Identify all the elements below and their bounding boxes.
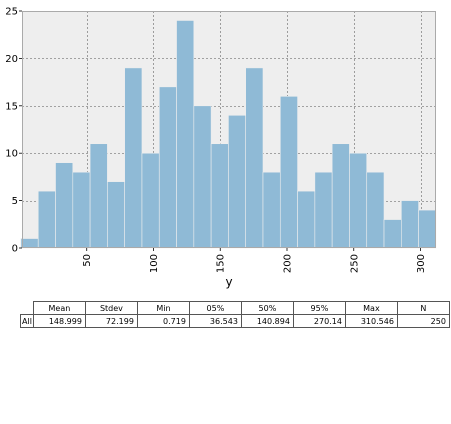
histogram-bar (349, 153, 366, 248)
x-tick-label: 200 (282, 254, 293, 273)
x-tick-label: 250 (349, 254, 360, 273)
histogram-bar (90, 144, 107, 248)
stats-header-p50: 50% (241, 302, 293, 315)
stats-cell-p95: 270.14 (293, 315, 345, 328)
histogram-bar (125, 68, 142, 248)
histogram-bar (56, 163, 73, 248)
y-tick-label: 10 (5, 149, 18, 160)
y-tick-label: 20 (5, 54, 18, 65)
histogram-bar (315, 172, 332, 248)
histogram-bar (73, 172, 90, 248)
stats-cell-p05: 36.543 (189, 315, 241, 328)
stats-header-min: Min (137, 302, 189, 315)
y-tick-label: 0 (12, 244, 18, 255)
histogram-bar (419, 210, 436, 248)
x-tick-label: 300 (416, 254, 427, 273)
histogram-bar (107, 182, 124, 248)
stats-cell-p50: 140.894 (241, 315, 293, 328)
histogram-bar (177, 20, 194, 248)
stats-header-row: Mean Stdev Min 05% 50% 95% Max N (21, 302, 450, 315)
stats-header-stdev: Stdev (85, 302, 137, 315)
stats-cell-min: 0.719 (137, 315, 189, 328)
histogram-bar (142, 153, 159, 248)
histogram-bar (401, 201, 418, 248)
histogram-bar (38, 191, 55, 248)
x-tick-label: 150 (216, 254, 227, 273)
histogram-bar (298, 191, 315, 248)
y-tick-label: 15 (5, 101, 18, 112)
stats-cell-mean: 148.999 (33, 315, 85, 328)
histogram-bar (367, 172, 384, 248)
stats-cell-max: 310.546 (345, 315, 397, 328)
x-tick-label: 100 (149, 254, 160, 273)
y-tick-label: 25 (5, 7, 18, 18)
y-axis: 0 5 10 15 20 25 (5, 7, 22, 255)
histogram-bar (280, 96, 297, 248)
histogram-bar (246, 68, 263, 248)
histogram-chart: 50 100 150 200 250 300 0 5 10 15 20 25 y (0, 0, 451, 295)
stats-cell-n: 250 (397, 315, 449, 328)
histogram-bar (332, 144, 349, 248)
stats-corner-cell (21, 302, 34, 315)
histogram-bar (211, 144, 228, 248)
histogram-bar (384, 220, 401, 248)
x-axis-label: y (225, 275, 232, 289)
stats-row-all: All 148.999 72.199 0.719 36.543 140.894 … (21, 315, 450, 328)
stats-header-p95: 95% (293, 302, 345, 315)
histogram-bar (263, 172, 280, 248)
histogram-bar (228, 115, 245, 248)
y-tick-label: 5 (12, 196, 18, 207)
x-axis: 50 100 150 200 250 300 (82, 248, 427, 273)
histogram-bar (21, 239, 38, 248)
x-tick-label: 50 (82, 254, 93, 267)
histogram-bar (159, 87, 176, 248)
histogram-bar (194, 106, 211, 248)
stats-cell-stdev: 72.199 (85, 315, 137, 328)
stats-header-mean: Mean (33, 302, 85, 315)
stats-header-max: Max (345, 302, 397, 315)
stats-header-n: N (397, 302, 449, 315)
stats-row-label: All (21, 315, 34, 328)
stats-header-p05: 05% (189, 302, 241, 315)
stats-table: Mean Stdev Min 05% 50% 95% Max N All 148… (20, 301, 450, 328)
